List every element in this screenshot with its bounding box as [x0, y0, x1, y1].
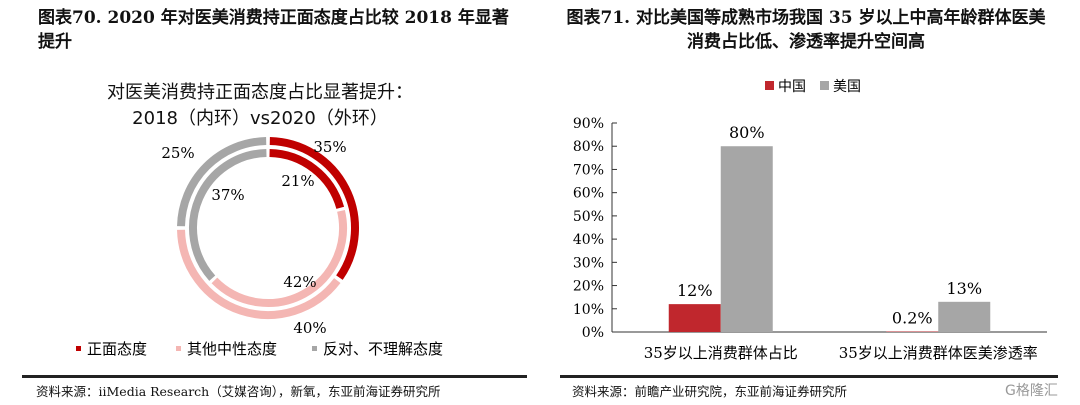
legend-swatch — [312, 346, 317, 351]
bar — [668, 304, 721, 332]
right-figure-title: 图表71. 对比美国等成熟市场我国 35 岁以上中高年龄群体医美消费占比低、渗透… — [566, 8, 1046, 52]
y-tick-label: 40% — [573, 232, 604, 248]
donut-segment — [211, 209, 347, 307]
donut-segment — [177, 137, 267, 227]
y-tick-label: 50% — [573, 209, 604, 225]
donut-label: 40% — [293, 319, 326, 337]
bar-value-label: 13% — [946, 279, 982, 298]
y-tick-label: 90% — [573, 116, 604, 132]
donut-segment — [269, 137, 359, 280]
left-rule — [22, 375, 527, 378]
x-category-label: 35岁以上消费群体医美渗透率 — [839, 344, 1038, 362]
legend-label: 其他中性态度 — [187, 340, 277, 358]
legend-label: 反对、不理解态度 — [323, 340, 443, 358]
right-source: 资料来源：前瞻产业研究院，东亚前海证券研究所 — [572, 384, 848, 399]
legend-label: 正面态度 — [87, 340, 147, 358]
y-tick-label: 70% — [573, 162, 604, 178]
y-tick-label: 0% — [582, 325, 604, 341]
y-tick-label: 10% — [573, 302, 604, 318]
bar-chart: 0% 10% 20% 30% 40% 50% 60% 70% 80% 90% 12% 80% 35岁以上… — [573, 79, 1047, 362]
donut-title: 对医美消费持正面态度占比显著提升：2018（内环）vs2020（外环） — [107, 82, 413, 129]
bar-value-label: 12% — [677, 281, 713, 300]
donut-label: 35% — [313, 138, 346, 156]
y-tick-label: 80% — [573, 139, 604, 155]
left-figure-title: 图表70. 2020 年对医美消费持正面态度占比较 2018 年显著提升 — [38, 8, 509, 52]
y-tick-label: 60% — [573, 186, 604, 202]
bar-value-label: 80% — [729, 123, 765, 142]
legend-label: 美国 — [833, 79, 861, 95]
donut-segment — [177, 229, 341, 319]
donut-label: 21% — [281, 172, 314, 190]
bar — [938, 301, 991, 332]
legend-swatch — [765, 81, 774, 90]
x-category-label: 35岁以上消费群体占比 — [644, 344, 798, 362]
donut-label: 25% — [161, 144, 194, 162]
donut-segment — [189, 149, 267, 281]
legend-swatch — [820, 81, 829, 90]
donut-label: 42% — [283, 273, 316, 291]
bar — [720, 146, 773, 332]
bar-value-label: 0.2% — [892, 309, 933, 328]
legend-swatch — [176, 346, 181, 351]
legend-swatch — [76, 346, 81, 351]
y-tick-label: 30% — [573, 255, 604, 271]
donut-chart: 35% 40% 25% 21% 42% 37% 正面态度 其他中性态度 反对、不理解态度 — [76, 137, 443, 358]
right-rule — [560, 375, 1058, 378]
donut-segment — [269, 149, 345, 209]
legend-label: 中国 — [778, 79, 806, 95]
y-tick-label: 20% — [573, 279, 604, 295]
watermark-logo: G格隆汇 — [1005, 383, 1058, 399]
left-source: 资料来源：iiMedia Research（艾媒咨询），新氧，东亚前海证券研究所 — [36, 384, 441, 399]
donut-label: 37% — [211, 186, 244, 204]
